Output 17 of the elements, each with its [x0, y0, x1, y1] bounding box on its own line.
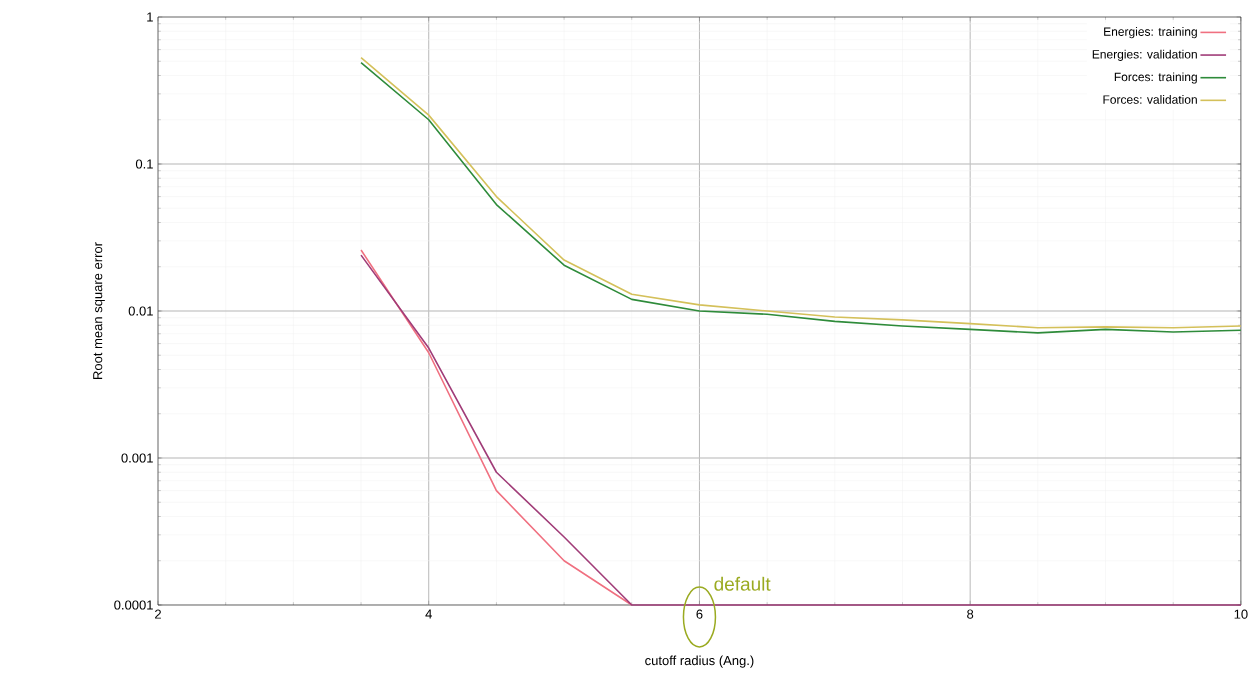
x-tick-label: 2 — [155, 609, 161, 619]
legend-label: Forces: validation — [1103, 95, 1197, 104]
x-tick-label: 8 — [967, 609, 974, 619]
y-tick-label: 0.0001 — [114, 600, 153, 610]
y-tick-label: 0.001 — [121, 453, 153, 463]
x-tick-label: 4 — [425, 609, 432, 619]
y-axis-title: Root mean square error — [93, 242, 105, 379]
x-tick-label: 6 — [696, 609, 703, 619]
y-tick-label: 0.01 — [128, 306, 153, 316]
y-tick-label: 1 — [147, 12, 153, 22]
y-tick-label: 0.1 — [135, 159, 153, 169]
legend-label: Energies: training — [1104, 27, 1197, 39]
legend-label: Energies: validation — [1092, 49, 1197, 61]
x-tick-label: 10 — [1234, 609, 1248, 619]
legend-label: Forces: training — [1114, 72, 1197, 84]
x-axis-title: cutoff radius (Ang.) — [645, 655, 754, 668]
annotation: default — [714, 576, 771, 591]
